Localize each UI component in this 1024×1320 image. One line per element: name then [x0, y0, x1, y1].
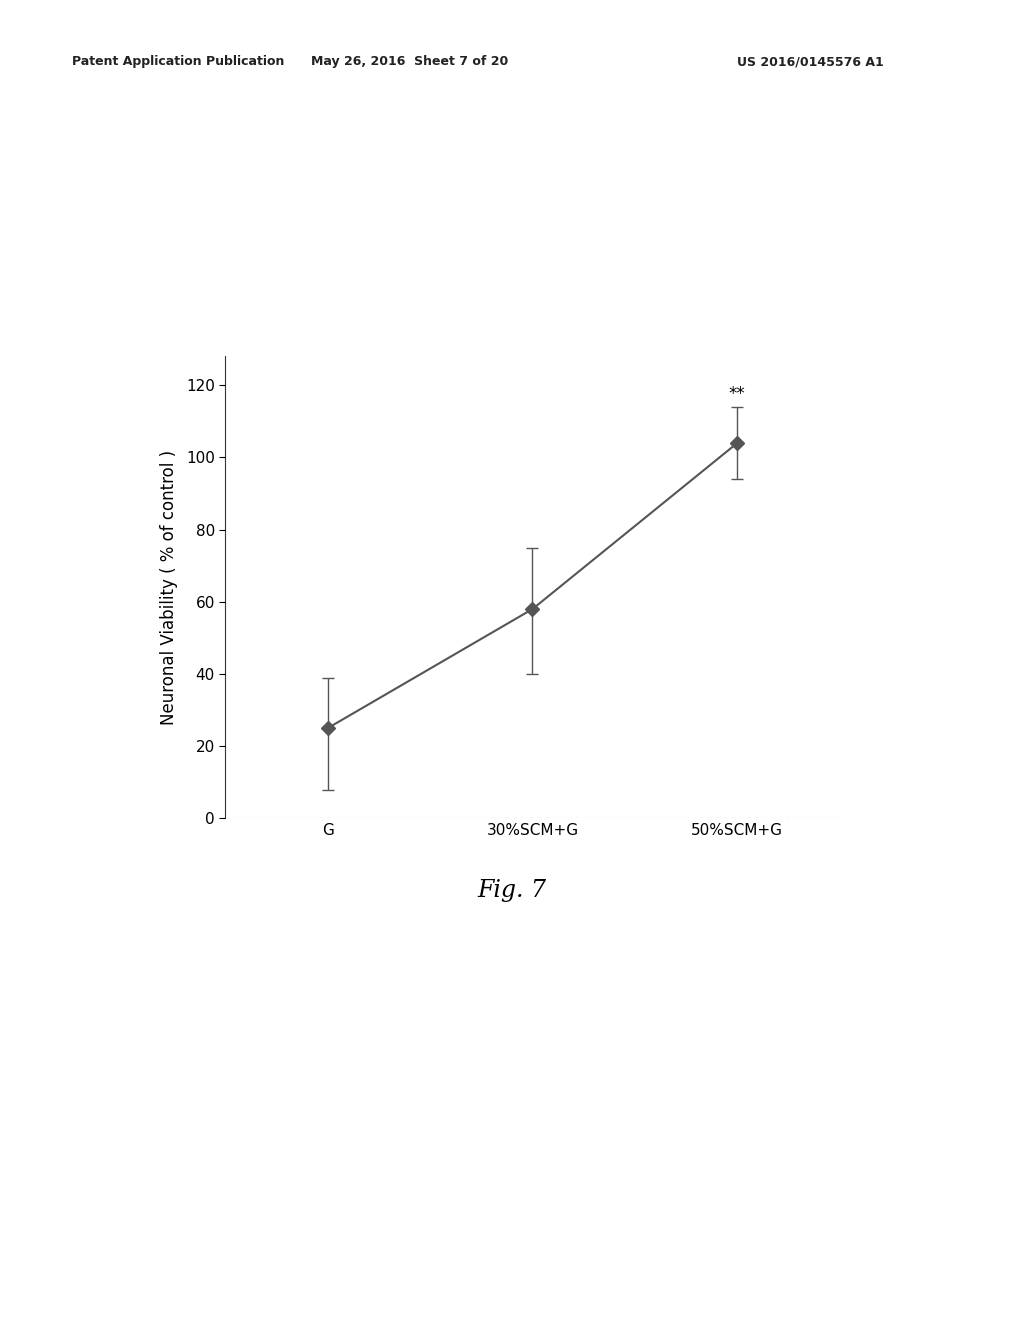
Text: US 2016/0145576 A1: US 2016/0145576 A1: [737, 55, 884, 69]
Text: May 26, 2016  Sheet 7 of 20: May 26, 2016 Sheet 7 of 20: [311, 55, 508, 69]
Text: **: **: [729, 385, 745, 404]
Text: Patent Application Publication: Patent Application Publication: [72, 55, 284, 69]
Y-axis label: Neuronal Viability ( % of control ): Neuronal Viability ( % of control ): [160, 450, 177, 725]
Text: Fig. 7: Fig. 7: [477, 879, 547, 903]
